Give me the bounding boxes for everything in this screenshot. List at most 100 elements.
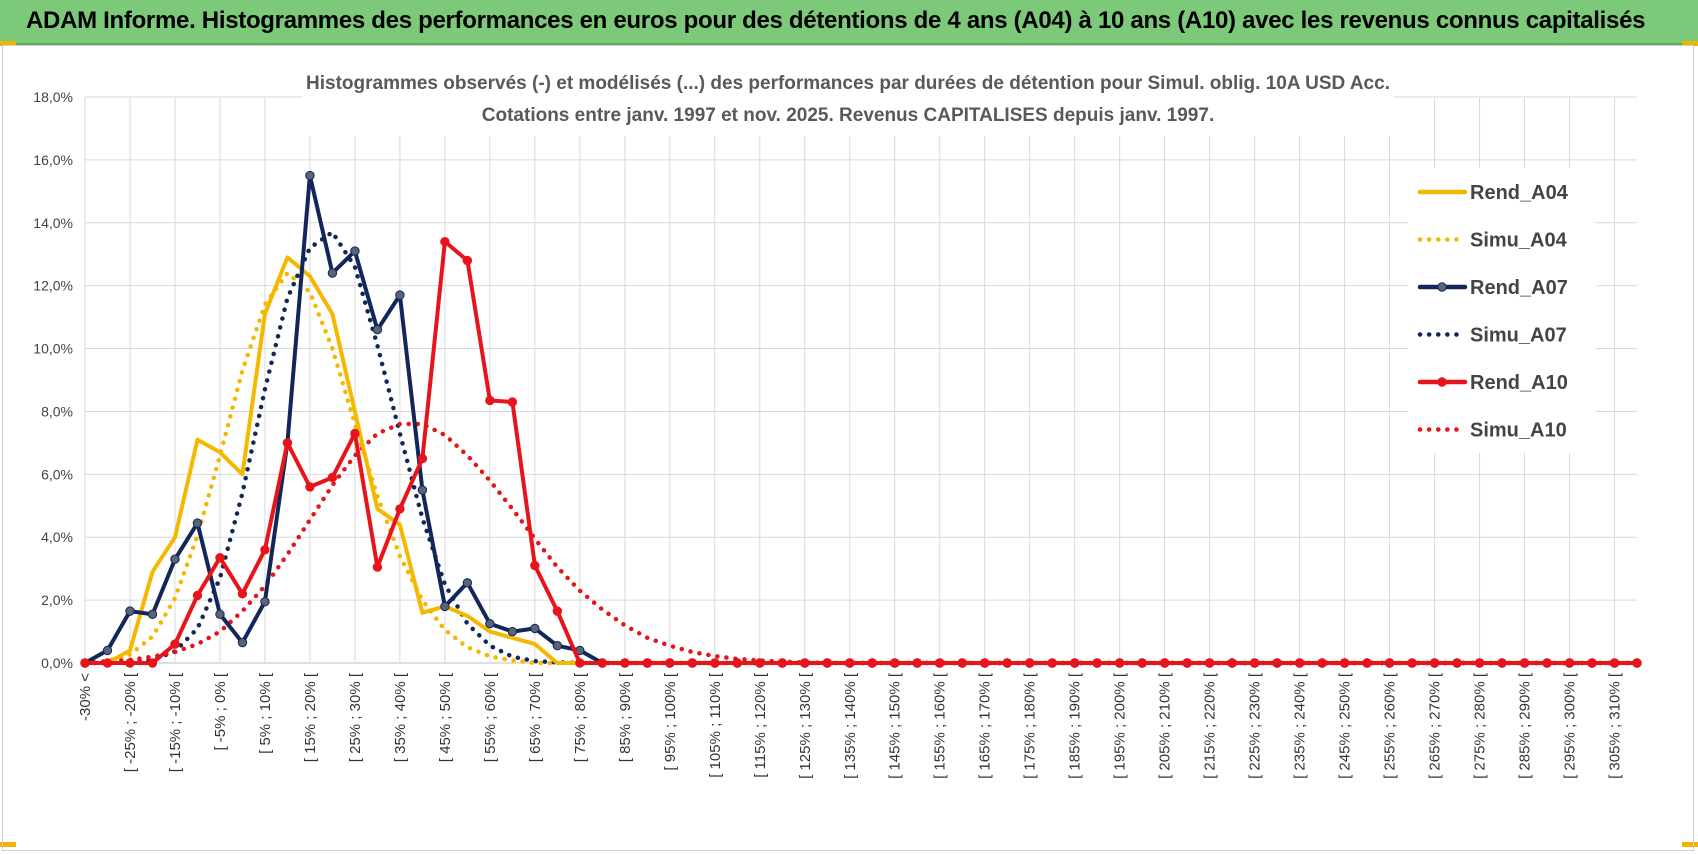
chart-frame — [2, 45, 1694, 851]
data-point-rend_a07 — [395, 290, 405, 300]
data-point-rend_a10 — [1407, 658, 1417, 668]
data-point-rend_a07 — [215, 609, 225, 619]
data-point-rend_a10 — [417, 453, 428, 464]
legend: Rend_A04 Simu_A04 Rend_A07 Simu_A07 Rend_A10… — [1408, 168, 1596, 453]
data-point-rend_a07 — [417, 485, 428, 495]
data-point-rend_a10 — [102, 658, 113, 668]
data-point-rend_a10 — [710, 658, 720, 668]
x-tick-label: [ 255% ; 260% [ — [1382, 672, 1399, 779]
data-point-rend_a10 — [1092, 658, 1102, 668]
x-tick-label: [ 25% ; 30% [ — [347, 672, 364, 762]
data-point-rend_a07 — [125, 606, 135, 616]
data-point-rend_a10 — [980, 658, 990, 668]
data-point-rend_a07 — [305, 170, 315, 181]
y-tick-label: 12,0% — [33, 278, 73, 294]
legend-background — [1408, 168, 1596, 453]
y-axis-ticks: 0,0% 2,0% 4,0% 6,0% 8,0% 10,0% 12,0% 14,0% 16,0%… — [33, 89, 73, 671]
data-point-rend_a10 — [1227, 658, 1237, 668]
x-axis-ticks: -30% < [ -25% ; -20% [[ -15% ; -10% [[ -5… — [77, 672, 1624, 779]
data-point-rend_a10 — [485, 395, 495, 406]
data-point-rend_a07 — [530, 623, 540, 634]
data-point-rend_a10 — [935, 658, 945, 668]
x-tick-label: [ 225% ; 230% [ — [1247, 672, 1264, 779]
data-point-rend_a10 — [1114, 658, 1125, 668]
legend-label-simu_a07: Simu_A07 — [1470, 325, 1567, 347]
series-line-simu_a10 — [82, 421, 1640, 666]
data-point-rend_a10 — [530, 560, 540, 571]
data-point-rend_a10 — [1429, 658, 1440, 668]
data-point-rend_a10 — [1609, 658, 1620, 668]
data-point-rend_a10 — [1632, 658, 1642, 668]
series-line-simu_a04 — [82, 270, 1640, 666]
data-point-rend_a10 — [1137, 658, 1147, 668]
y-tick-label: 2,0% — [41, 592, 73, 608]
x-tick-label: [ 115% ; 120% [ — [752, 672, 769, 778]
x-tick-label: [ 265% ; 270% [ — [1427, 672, 1444, 779]
data-point-rend_a10 — [1519, 658, 1530, 668]
y-tick-label: 6,0% — [41, 466, 73, 482]
data-point-rend_a10 — [755, 658, 765, 668]
legend-label-rend_a04: Rend_A04 — [1470, 182, 1569, 204]
data-point-rend_a10 — [1587, 658, 1597, 668]
data-point-rend_a10 — [845, 658, 855, 668]
chart-subtitle: Cotations entre janv. 1997 et nov. 2025.… — [482, 105, 1214, 126]
y-tick-label: 4,0% — [41, 529, 73, 545]
x-tick-label: [ 215% ; 220% [ — [1202, 672, 1219, 779]
data-point-rend_a10 — [912, 658, 922, 668]
data-point-rend_a10 — [1159, 658, 1170, 668]
legend-label-rend_a07: Rend_A07 — [1470, 277, 1568, 299]
data-point-rend_a10 — [1069, 658, 1080, 668]
x-tick-label: [ 195% ; 200% [ — [1112, 672, 1129, 779]
series-line-rend_a04 — [83, 255, 1639, 665]
x-tick-label: [ -25% ; -20% [ — [122, 672, 139, 772]
x-tick-label: [ 15% ; 20% [ — [302, 672, 319, 762]
data-point-rend_a10 — [507, 397, 518, 407]
data-point-rend_a10 — [80, 658, 90, 668]
legend-label-simu_a04: Simu_A04 — [1470, 230, 1568, 252]
data-point-rend_a10 — [305, 482, 315, 492]
data-point-rend_a10 — [665, 658, 675, 668]
data-point-rend_a07 — [372, 324, 383, 335]
x-tick-label: [ 95% ; 100% [ — [662, 672, 679, 770]
data-point-rend_a10 — [1384, 658, 1395, 668]
data-point-rend_a10 — [170, 639, 180, 649]
data-point-rend_a10 — [800, 658, 810, 668]
x-tick-label: [ 275% ; 280% [ — [1472, 672, 1489, 779]
data-point-rend_a10 — [237, 589, 248, 599]
data-point-rend_a10 — [440, 236, 450, 247]
data-point-rend_a10 — [1317, 658, 1327, 668]
legend-marker — [1437, 377, 1447, 387]
grid — [84, 96, 1637, 664]
data-point-rend_a10 — [282, 438, 293, 448]
data-point-rend_a10 — [642, 658, 653, 668]
data-point-rend_a07 — [552, 641, 563, 651]
x-tick-label: [ 75% ; 80% [ — [572, 672, 589, 762]
x-tick-label: [ 45% ; 50% [ — [437, 672, 454, 762]
data-point-rend_a07 — [462, 578, 473, 588]
data-point-rend_a07 — [350, 246, 360, 256]
legend-label-simu_a10: Simu_A10 — [1470, 420, 1567, 442]
corner-marker — [0, 842, 16, 847]
data-point-rend_a10 — [1002, 658, 1012, 668]
x-tick-label: [ 295% ; 300% [ — [1562, 672, 1579, 779]
data-point-rend_a10 — [777, 658, 787, 668]
x-tick-label: [ -15% ; -10% [ — [167, 672, 184, 772]
data-point-rend_a10 — [327, 472, 338, 483]
data-point-rend_a07 — [237, 637, 248, 648]
y-tick-label: 10,0% — [33, 341, 73, 357]
y-tick-label: 0,0% — [41, 655, 73, 671]
x-tick-label: [ -5% ; 0% [ — [212, 672, 229, 750]
data-point-rend_a10 — [1497, 658, 1507, 668]
title-background — [302, 64, 1394, 136]
data-point-rend_a10 — [462, 255, 473, 266]
y-tick-label: 16,0% — [33, 152, 73, 168]
data-point-rend_a07 — [102, 645, 113, 656]
data-point-rend_a10 — [1339, 658, 1350, 668]
x-tick-label: [ 245% ; 250% [ — [1337, 672, 1354, 779]
data-point-rend_a10 — [147, 658, 158, 668]
x-tick-label: [ 175% ; 180% [ — [1022, 672, 1039, 779]
data-point-rend_a07 — [507, 626, 518, 637]
data-point-rend_a10 — [620, 658, 630, 668]
data-point-rend_a07 — [147, 609, 158, 619]
